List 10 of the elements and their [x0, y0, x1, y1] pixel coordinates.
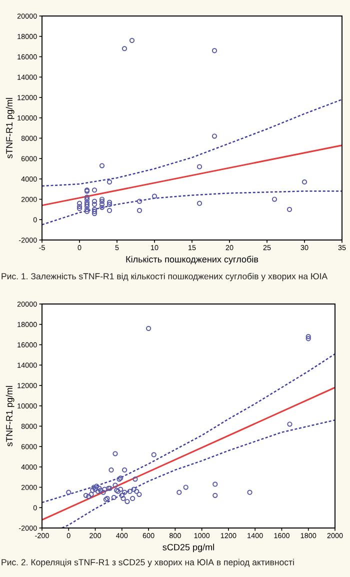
y-axis-title: sTNF-R1 pg/ml: [6, 98, 14, 158]
line-series: [42, 190, 342, 226]
line-series: [42, 98, 342, 187]
y-axis-title: sTNF-R1 pg/ml: [6, 386, 14, 446]
line-series: [61, 419, 335, 528]
text: Рис. 2. Кореляція sTNF-R1 з sCD25 у хворих на ЮІА в період активності: [2, 558, 294, 568]
x-axis-title: Кількість пошкоджених суглобів: [126, 256, 258, 264]
text: Рис. 1. Залежність sTNF-R1 від кількості пошкоджених суглобів у хворих на ЮІА: [2, 272, 328, 282]
line-series: [42, 353, 335, 504]
x-axis-title: sCD25 pg/ml: [162, 544, 214, 552]
